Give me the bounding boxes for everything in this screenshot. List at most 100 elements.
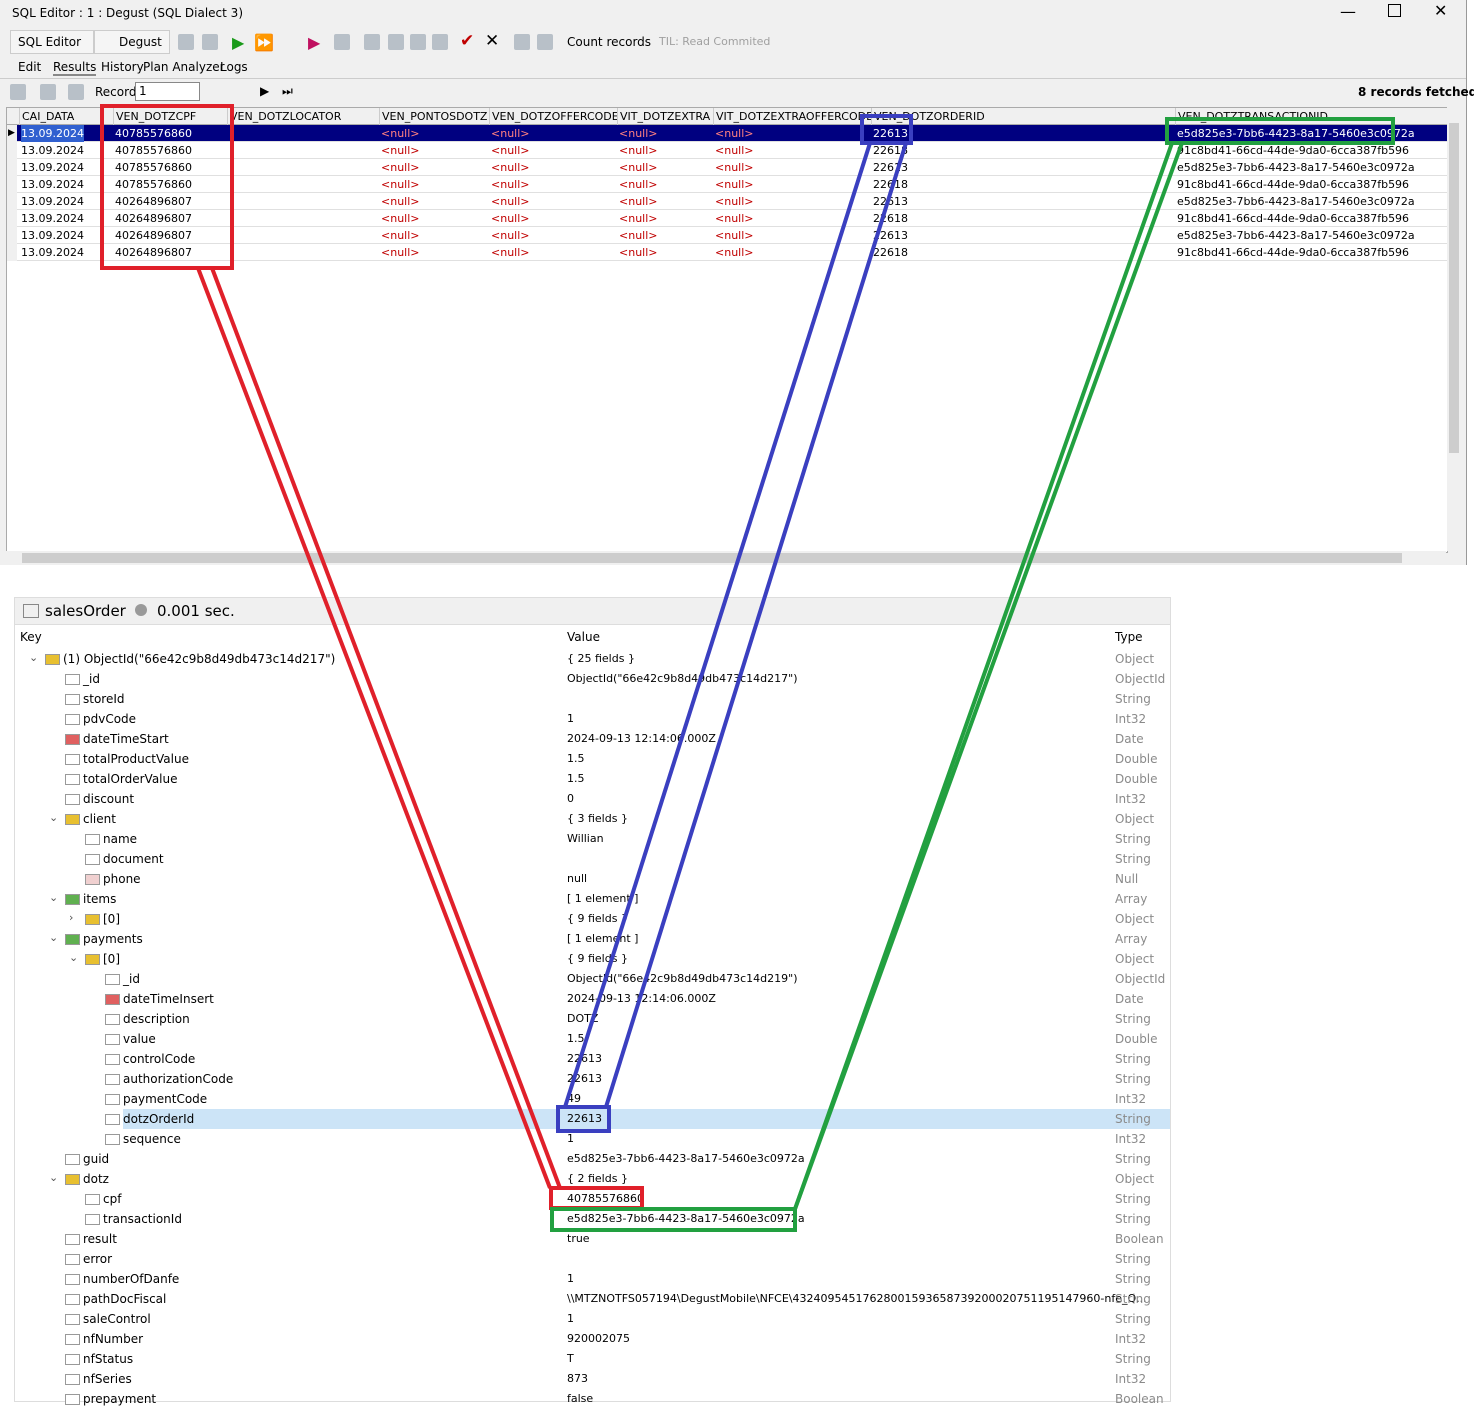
record-label: Record: <box>95 85 141 99</box>
type: ObjectId <box>1115 972 1166 986</box>
type-icon <box>65 754 80 765</box>
next-record[interactable]: ▶ <box>260 84 270 98</box>
type-icon <box>65 794 80 805</box>
type: Int32 <box>1115 1132 1147 1146</box>
expand-arrow[interactable]: ⌄ <box>49 811 59 824</box>
tab[interactable]: History <box>101 60 144 74</box>
database-menu[interactable]: Degust <box>94 30 170 54</box>
key: saleControl <box>83 1312 151 1326</box>
expand-arrow[interactable]: ⌄ <box>29 651 39 664</box>
debug-button[interactable]: ▶ <box>308 33 321 52</box>
grid-cell: 13.09.2024 <box>21 195 84 208</box>
grid-cell: <null> <box>381 161 420 174</box>
type-icon <box>65 1154 80 1165</box>
grid-row[interactable] <box>17 244 1447 261</box>
column-header: VEN_DOTZLOCATOR <box>227 108 380 125</box>
close-button[interactable]: ✕ <box>1434 1 1448 20</box>
horizontal-scrollbar[interactable] <box>6 551 1446 565</box>
grid-cell: 91c8bd41-66cd-44de-9da0-6cca387fb596 <box>1177 144 1410 157</box>
run-button[interactable]: ▶ <box>232 33 245 52</box>
connector-line <box>196 267 552 1189</box>
key: nfSeries <box>83 1372 132 1386</box>
last-record[interactable]: ⏭ <box>282 84 293 98</box>
tab[interactable]: Plan Analyzer <box>143 60 225 74</box>
grid-row[interactable] <box>17 193 1447 210</box>
run-all-button[interactable]: ⏩ <box>254 33 274 52</box>
key: transactionId <box>103 1212 182 1226</box>
toolbar-icon[interactable] <box>364 34 380 50</box>
grid-cell: e5d825e3-7bb6-4423-8a17-5460e3c0972a <box>1177 195 1415 208</box>
grid-cell: 22618 <box>873 178 908 191</box>
sql-editor-menu[interactable]: SQL Editor <box>10 30 94 54</box>
type: Object <box>1115 952 1155 966</box>
grid-cell: 13.09.2024 <box>21 178 84 191</box>
key: client <box>83 812 116 826</box>
grid-row[interactable] <box>17 210 1447 227</box>
expand-arrow[interactable]: ⌄ <box>49 1171 59 1184</box>
navigator-bar: Record: 1 ▶ ⏭ 8 records fetched <box>0 80 1474 104</box>
toolbar-icon[interactable] <box>178 34 194 50</box>
grid-row[interactable] <box>17 125 1447 142</box>
grid-cell: <null> <box>619 212 658 225</box>
value: 40785576860 <box>567 1192 644 1205</box>
toolbar-icon[interactable] <box>514 34 530 50</box>
key: name <box>103 832 138 846</box>
grid-cell: 22618 <box>873 246 908 259</box>
grid-cell: <null> <box>491 144 530 157</box>
type: Null <box>1115 872 1139 886</box>
type: Date <box>1115 992 1144 1006</box>
connector-line <box>210 267 562 1189</box>
grid-row[interactable] <box>17 176 1447 193</box>
transaction-menu[interactable]: TIL: Read Commited <box>659 35 771 48</box>
record-input[interactable]: 1 <box>135 82 200 101</box>
key: dateTimeStart <box>83 732 169 746</box>
vertical-scrollbar[interactable] <box>1447 107 1461 551</box>
filter-icon[interactable] <box>68 84 84 100</box>
value: Willian <box>567 832 604 845</box>
count-records-button[interactable]: Count records <box>567 35 652 49</box>
grid-row[interactable] <box>17 142 1447 159</box>
filter-icon[interactable] <box>40 84 56 100</box>
tree-row[interactable] <box>123 1109 1170 1129</box>
value: 0 <box>567 792 574 805</box>
grid-cell: 91c8bd41-66cd-44de-9da0-6cca387fb596 <box>1177 178 1410 191</box>
type-icon <box>65 1314 80 1325</box>
key: numberOfDanfe <box>83 1272 180 1286</box>
toolbar-icon[interactable] <box>432 34 448 50</box>
minimize-button[interactable]: — <box>1340 2 1356 21</box>
toolbar-icon[interactable] <box>410 34 426 50</box>
type-icon <box>105 1094 120 1105</box>
expand-arrow[interactable]: › <box>69 911 74 924</box>
type-icon <box>65 1294 80 1305</box>
value: true <box>567 1232 590 1245</box>
rollback-button[interactable]: ✕ <box>485 31 500 51</box>
type: Object <box>1115 912 1155 926</box>
maximize-button[interactable] <box>1388 4 1401 17</box>
expand-arrow[interactable]: ⌄ <box>49 931 59 944</box>
tab[interactable]: Logs <box>220 60 248 74</box>
sql-editor-label: SQL Editor <box>18 35 82 49</box>
column-header: VEN_DOTZOFFERCODE <box>489 108 618 125</box>
grid-cell: <null> <box>715 229 754 242</box>
grid-row[interactable] <box>17 159 1447 176</box>
type: Array <box>1115 892 1148 906</box>
key: document <box>103 852 164 866</box>
grid-row[interactable] <box>17 227 1447 244</box>
filter-icon[interactable] <box>10 84 26 100</box>
tab[interactable]: Edit <box>18 60 42 74</box>
type-icon <box>65 734 80 745</box>
toolbar-icon[interactable] <box>334 34 350 50</box>
toolbar-icon[interactable] <box>537 34 553 50</box>
commit-button[interactable]: ✔ <box>460 31 475 51</box>
grid-cell: <null> <box>715 246 754 259</box>
grid-cell: 40264896807 <box>115 195 192 208</box>
grid-cell: <null> <box>715 161 754 174</box>
expand-arrow[interactable]: ⌄ <box>69 951 79 964</box>
tab[interactable]: Results <box>53 60 97 76</box>
toolbar-icon[interactable] <box>202 34 218 50</box>
expand-arrow[interactable]: ⌄ <box>49 891 59 904</box>
clock-icon <box>135 604 147 616</box>
toolbar-icon[interactable] <box>388 34 404 50</box>
type-icon <box>65 774 80 785</box>
